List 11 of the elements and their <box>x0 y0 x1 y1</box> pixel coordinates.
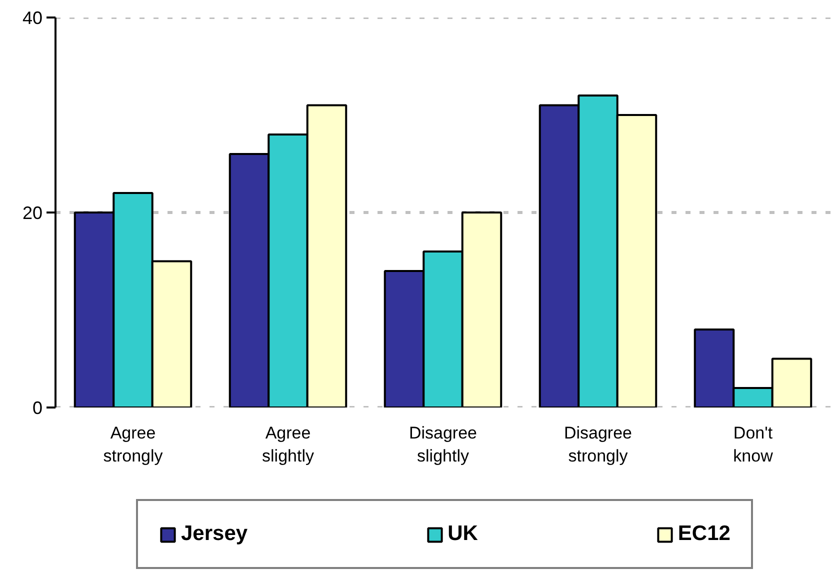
x-tick-label: Disagree strongly <box>564 424 632 466</box>
legend-label: Jersey <box>181 522 248 546</box>
legend-label: EC12 <box>678 522 730 546</box>
y-tick-label: 40 <box>22 8 43 28</box>
x-tick-label: Don't know <box>733 424 774 466</box>
x-tick-label: Disagree slightly <box>408 424 478 466</box>
legend-label: UK <box>448 522 478 546</box>
x-tick-label: Agree strongly <box>103 424 164 466</box>
x-tick-label: Agree slightly <box>262 424 314 466</box>
y-tick-label: 0 <box>32 398 43 418</box>
y-tick-label: 20 <box>22 203 43 223</box>
